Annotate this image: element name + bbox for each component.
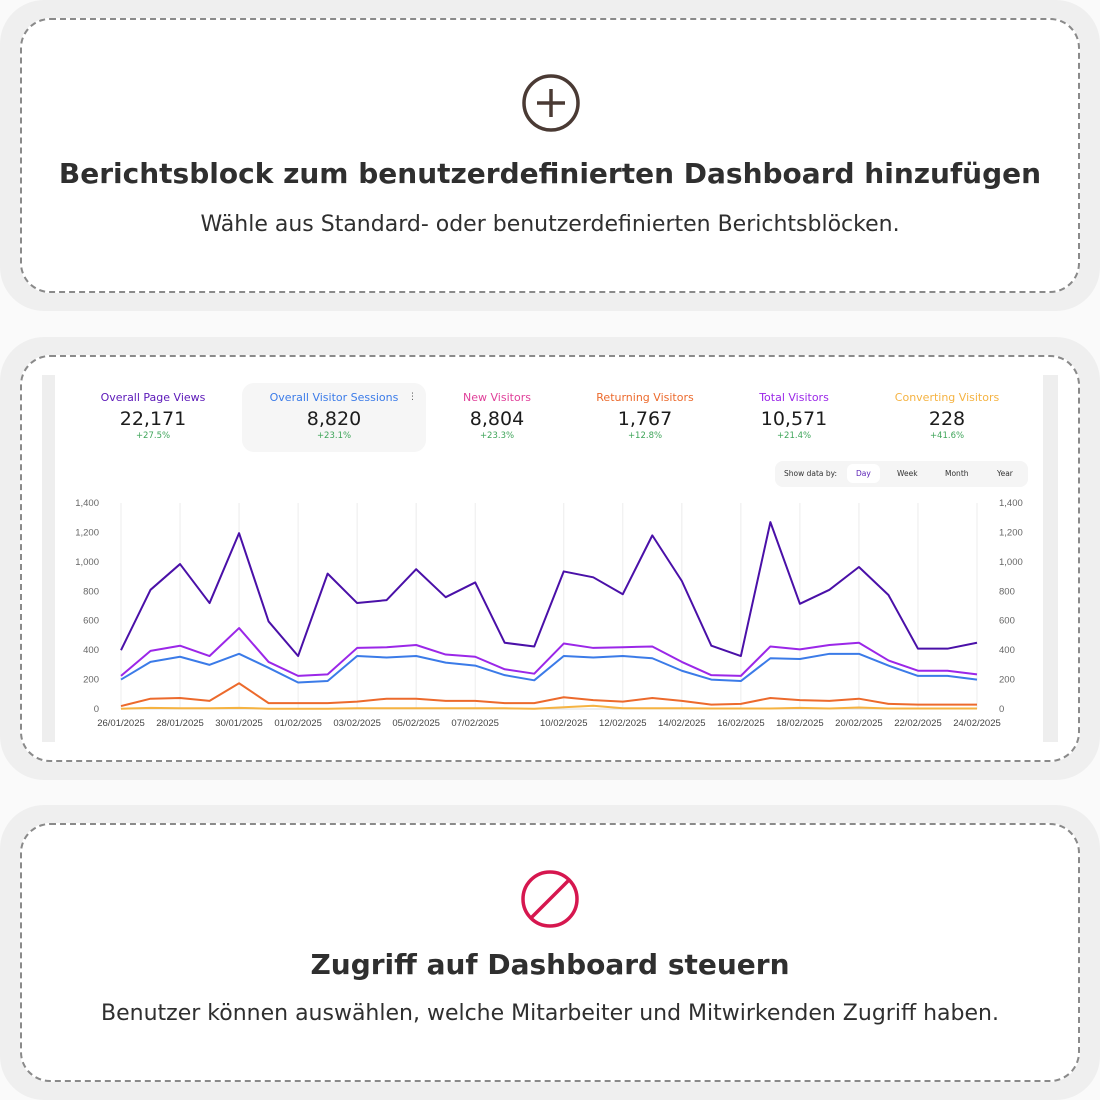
access-control-card[interactable]: Zugriff auf Dashboard steuern Benutzer k… (0, 805, 1100, 1100)
card-subtitle: Wähle aus Standard- oder benutzerdefinie… (200, 212, 900, 237)
y-tick-label-left: 400 (83, 645, 99, 656)
stat-label: New Visitors (463, 391, 531, 404)
stat-label: Overall Page Views (100, 391, 206, 404)
visitors-line-chart: 26/01/2025 28/01/2025 30/01/2025 01/02/2025… (75, 498, 1023, 729)
card-subtitle: Benutzer können auswählen, welche Mitarb… (101, 1001, 999, 1026)
y-tick-label-right: 1,200 (999, 527, 1023, 538)
series-line-overall-visitor-sessions (120, 652, 978, 684)
y-tick-label-right: 1,400 (999, 498, 1023, 509)
show-by-label: Show data by: (784, 469, 838, 478)
stat-value: 10,571 (760, 408, 828, 430)
right-scrollbar[interactable] (1043, 375, 1058, 742)
x-tick-label: 24/02/2025 (953, 718, 1001, 729)
y-tick-label-right: 1,000 (999, 557, 1023, 568)
selected-stat-highlight (242, 383, 426, 452)
stat-value: 1,767 (617, 408, 673, 430)
show-data-by-toggle: Show data by: Day Week Month Year (775, 461, 1028, 487)
x-tick-label: 05/02/2025 (392, 718, 440, 729)
x-tick-label: 22/02/2025 (894, 718, 942, 729)
stat-3[interactable]: Returning Visitors 1,767 +12.8% (555, 375, 735, 441)
stat-0[interactable]: Overall Page Views 22,171 +27.5% (63, 375, 243, 441)
x-tick-label: 14/02/2025 (658, 718, 706, 729)
stat-change: +23.1% (316, 431, 352, 441)
stat-label: Overall Visitor Sessions (269, 391, 399, 404)
y-tick-label-left: 0 (94, 704, 99, 715)
x-tick-label: 20/02/2025 (835, 718, 883, 729)
series-line-overall-page-views (120, 521, 978, 658)
dashed-dropzone[interactable] (20, 823, 1080, 1082)
stat-change: +21.4% (776, 431, 812, 441)
dashed-dropzone[interactable] (20, 18, 1080, 293)
stat-1[interactable]: Overall Visitor Sessions 8,820 +23.1% (244, 375, 424, 441)
y-tick-label-left: 200 (83, 675, 99, 686)
stat-value: 22,171 (119, 408, 187, 430)
y-tick-label-left: 1,000 (75, 557, 99, 568)
x-tick-label: 30/01/2025 (215, 718, 263, 729)
stat-change: +23.3% (479, 431, 515, 441)
card-title: Berichtsblock zum benutzerdefinierten Da… (58, 157, 1042, 190)
stat-4[interactable]: Total Visitors 10,571 +21.4% (704, 375, 884, 441)
stat-5[interactable]: Converting Visitors 228 +41.6% (857, 375, 1037, 441)
x-tick-label: 16/02/2025 (717, 718, 765, 729)
y-tick-label-left: 600 (83, 616, 99, 627)
y-tick-label-left: 1,400 (75, 498, 99, 509)
series-line-converting-visitors (120, 704, 977, 710)
stat-value: 228 (928, 408, 966, 430)
dashboard-screenshot: Overall Page Views 22,171 +27.5% Overall … (42, 375, 1058, 742)
y-tick-label-left: 1,200 (75, 527, 99, 538)
stat-change: +41.6% (929, 431, 965, 441)
stat-2[interactable]: New Visitors 8,804 +23.3% (407, 375, 587, 441)
stat-value: 8,820 (306, 408, 362, 430)
plus-circle-icon (522, 74, 580, 132)
stat-change: +12.8% (627, 431, 663, 441)
y-tick-label-right: 800 (999, 586, 1015, 597)
y-tick-label-right: 200 (999, 675, 1015, 686)
y-tick-label-right: 0 (999, 704, 1004, 715)
option-week[interactable]: Week (897, 469, 918, 478)
add-report-block-card[interactable]: Berichtsblock zum benutzerdefinierten Da… (0, 0, 1100, 311)
option-year[interactable]: Year (997, 469, 1013, 478)
series-line-total-visitors (120, 627, 978, 677)
x-tick-label: 01/02/2025 (274, 718, 322, 729)
option-month[interactable]: Month (945, 469, 969, 478)
x-tick-label: 26/01/2025 (97, 718, 145, 729)
prohibited-icon (521, 870, 579, 928)
stat-value: 8,804 (469, 408, 525, 430)
stat-label: Returning Visitors (596, 391, 694, 404)
x-tick-label: 18/02/2025 (776, 718, 824, 729)
stat-change: +27.5% (135, 431, 171, 441)
y-tick-label-left: 800 (83, 586, 99, 597)
x-tick-label: 03/02/2025 (333, 718, 381, 729)
y-tick-label-right: 400 (999, 645, 1015, 656)
stat-label: Total Visitors (759, 391, 829, 404)
stat-label: Converting Visitors (894, 391, 1000, 404)
left-scrollbar (42, 375, 55, 742)
x-tick-label: 07/02/2025 (451, 718, 499, 729)
option-day[interactable]: Day (847, 464, 880, 483)
card-title: Zugriff auf Dashboard steuern (310, 948, 790, 981)
x-tick-label: 28/01/2025 (156, 718, 204, 729)
y-tick-label-right: 600 (999, 616, 1015, 627)
series-line-returning-visitors (120, 682, 977, 708)
x-tick-label: 10/02/2025 (540, 718, 588, 729)
x-tick-label: 12/02/2025 (599, 718, 647, 729)
more-options-icon[interactable]: ⋮ (408, 392, 417, 402)
